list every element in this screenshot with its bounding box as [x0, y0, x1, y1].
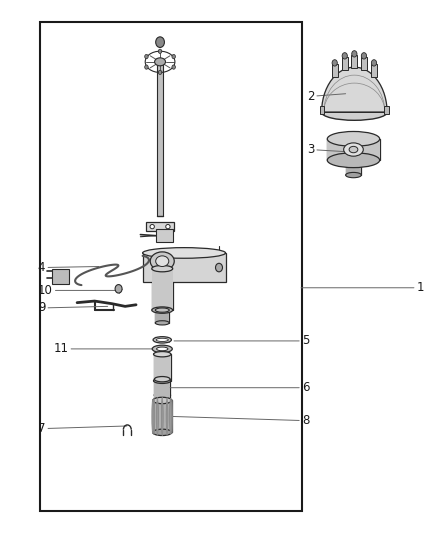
Circle shape: [155, 37, 164, 47]
Ellipse shape: [150, 224, 154, 229]
Ellipse shape: [153, 337, 171, 343]
Ellipse shape: [152, 265, 173, 272]
Bar: [154, 379, 170, 400]
Text: 7: 7: [38, 422, 127, 435]
Text: 6: 6: [170, 381, 310, 394]
Bar: [153, 354, 171, 381]
Bar: [152, 269, 173, 310]
Circle shape: [352, 51, 357, 57]
Bar: [346, 160, 361, 175]
Bar: [361, 57, 367, 70]
Circle shape: [145, 65, 148, 69]
Bar: [146, 222, 174, 231]
Ellipse shape: [166, 401, 168, 435]
Ellipse shape: [170, 398, 171, 433]
Circle shape: [172, 54, 175, 59]
Circle shape: [158, 49, 162, 53]
Circle shape: [371, 60, 377, 66]
Ellipse shape: [154, 398, 170, 403]
Ellipse shape: [143, 248, 226, 259]
Ellipse shape: [170, 400, 171, 435]
Ellipse shape: [152, 307, 173, 313]
Circle shape: [361, 53, 367, 59]
Bar: [152, 400, 172, 432]
Ellipse shape: [155, 308, 169, 312]
Bar: [320, 107, 324, 115]
Ellipse shape: [152, 399, 153, 434]
Ellipse shape: [327, 153, 380, 167]
Circle shape: [158, 70, 162, 75]
Ellipse shape: [166, 224, 170, 229]
Bar: [351, 55, 357, 68]
Text: 8: 8: [171, 414, 309, 427]
Bar: [40, 22, 302, 511]
Circle shape: [332, 60, 337, 66]
Ellipse shape: [153, 352, 171, 357]
Ellipse shape: [156, 397, 158, 432]
Bar: [342, 57, 348, 70]
Bar: [52, 269, 69, 284]
Bar: [157, 64, 162, 216]
Ellipse shape: [152, 345, 172, 353]
Ellipse shape: [321, 104, 387, 120]
Bar: [155, 310, 169, 323]
Ellipse shape: [161, 401, 163, 436]
Ellipse shape: [156, 338, 168, 342]
Bar: [332, 64, 338, 77]
Text: 2: 2: [307, 90, 346, 103]
Bar: [155, 229, 173, 242]
Ellipse shape: [156, 347, 168, 351]
Polygon shape: [321, 67, 387, 112]
Ellipse shape: [171, 399, 173, 434]
Ellipse shape: [156, 401, 158, 435]
Circle shape: [215, 263, 223, 272]
Circle shape: [145, 54, 148, 59]
Ellipse shape: [166, 397, 168, 432]
Ellipse shape: [152, 429, 172, 435]
Bar: [327, 139, 380, 160]
Ellipse shape: [346, 172, 361, 177]
Ellipse shape: [155, 321, 169, 325]
Ellipse shape: [153, 398, 155, 433]
Ellipse shape: [161, 397, 163, 432]
Text: 9: 9: [38, 302, 108, 314]
Text: 4: 4: [38, 261, 99, 274]
Text: 11: 11: [53, 342, 155, 356]
Text: 1: 1: [301, 281, 424, 294]
Text: 3: 3: [307, 143, 346, 156]
Bar: [371, 64, 377, 77]
Bar: [385, 107, 389, 115]
Ellipse shape: [349, 147, 358, 153]
Ellipse shape: [155, 58, 166, 66]
Bar: [143, 253, 226, 282]
Text: 10: 10: [38, 284, 117, 297]
Ellipse shape: [153, 378, 171, 383]
Ellipse shape: [344, 143, 363, 156]
Text: 5: 5: [174, 334, 309, 348]
Circle shape: [115, 285, 122, 293]
Ellipse shape: [150, 252, 174, 270]
Ellipse shape: [155, 256, 169, 266]
Circle shape: [172, 65, 175, 69]
Ellipse shape: [154, 376, 170, 382]
Ellipse shape: [327, 132, 380, 147]
Ellipse shape: [152, 397, 172, 403]
Ellipse shape: [153, 400, 155, 435]
Circle shape: [342, 53, 347, 59]
